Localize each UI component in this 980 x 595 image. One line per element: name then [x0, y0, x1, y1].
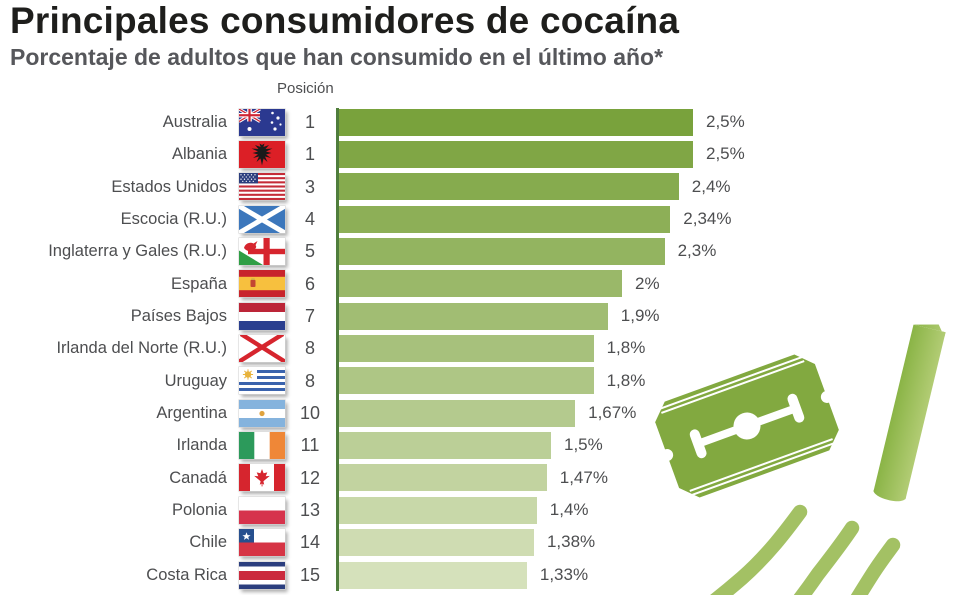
chart-row: Inglaterra y Gales (R.U.) 5 2,3%: [0, 235, 980, 267]
chart-row: Chile 14 1,38%: [0, 526, 980, 558]
chart-row: España 6 2%: [0, 268, 980, 300]
bar: [338, 432, 551, 460]
chart-row: Albania 1 2,5%: [0, 138, 980, 170]
chart-row: Países Bajos 7 1,9%: [0, 300, 980, 332]
country-label: España: [171, 274, 227, 293]
rank-label: 8: [304, 338, 315, 359]
flag-poland-icon: [239, 496, 285, 524]
chart-row: Irlanda 11 1,5%: [0, 429, 980, 461]
flag-netherlands-icon: [239, 302, 285, 330]
flag-ireland-icon: [239, 432, 285, 460]
rank-label: 15: [299, 564, 321, 585]
rank-label: 12: [299, 467, 321, 488]
flag-australia-icon: [239, 108, 285, 136]
rank-label: 5: [304, 241, 315, 262]
flag-usa-icon: [239, 173, 285, 201]
country-label: Polonia: [171, 501, 227, 520]
country-label: Chile: [189, 533, 227, 552]
bar: [338, 108, 693, 136]
value-label: 2,3%: [677, 241, 717, 261]
rank-label: 1: [304, 112, 315, 132]
value-label: 1,47%: [559, 467, 608, 487]
country-label: Inglaterra y Gales (R.U.): [48, 242, 227, 261]
chart-row: Irlanda del Norte (R.U.) 8 1,8%: [0, 332, 980, 364]
value-label: 2,34%: [683, 209, 732, 229]
country-label: Irlanda del Norte (R.U.): [56, 339, 227, 358]
bar: [338, 496, 537, 524]
value-label: 1,5%: [564, 435, 603, 455]
rank-label: 1: [304, 144, 315, 165]
chart-row: Canadá 12 1,47%: [0, 462, 980, 494]
bar: [338, 173, 679, 201]
value-label: 2,5%: [706, 112, 745, 131]
value-label: 1,4%: [549, 500, 589, 520]
bar: [338, 561, 527, 589]
rank-label: 8: [304, 370, 315, 391]
bar: [338, 335, 594, 363]
chart-row: Uruguay 8 1,8%: [0, 365, 980, 397]
flag-uruguay-icon: [239, 367, 285, 395]
value-label: 1,9%: [620, 306, 660, 326]
country-label: Escocia (R.U.): [120, 210, 227, 229]
flag-canada-icon: [239, 464, 285, 492]
page-title: Principales consumidores de cocaína: [10, 0, 680, 41]
value-label: 1,33%: [539, 564, 589, 584]
rank-label: 6: [304, 273, 315, 294]
value-label: 2,5%: [706, 144, 745, 164]
value-label: 1,67%: [588, 403, 637, 423]
country-label: Argentina: [156, 404, 227, 423]
value-label: 2%: [635, 273, 660, 293]
rank-label: 7: [304, 306, 315, 327]
page-subtitle: Porcentaje de adultos que han consumido …: [10, 44, 664, 70]
flag-argentina-icon: [239, 399, 285, 427]
rank-label: 3: [304, 176, 315, 197]
country-label: Canadá: [169, 468, 227, 487]
bar: [338, 464, 547, 492]
chart-row: Australia 1 2,5%: [0, 106, 980, 138]
country-label: Países Bajos: [130, 307, 227, 326]
bar: [338, 141, 693, 169]
chart-row: Estados Unidos 3 2,4%: [0, 171, 980, 203]
rank-label: 4: [304, 209, 315, 230]
chart-row: Argentina 10 1,67%: [0, 397, 980, 429]
value-label: 1,8%: [606, 338, 646, 358]
rank-label: 14: [299, 532, 321, 553]
bar: [338, 529, 534, 557]
bar: [338, 205, 671, 233]
value-label: 2,4%: [691, 176, 731, 196]
country-label: Irlanda: [176, 436, 227, 455]
flag-spain-icon: [239, 270, 285, 298]
flag-northern-ireland-icon: [239, 335, 285, 363]
rank-label: 10: [299, 403, 321, 424]
value-label: 1,38%: [546, 532, 596, 552]
value-label: 1,8%: [606, 370, 646, 390]
bar: [338, 399, 576, 427]
bar: [338, 238, 665, 266]
flag-scotland-icon: [239, 205, 285, 233]
country-label: Uruguay: [164, 371, 227, 390]
bar: [338, 302, 608, 330]
country-label: Albania: [171, 145, 227, 164]
country-label: Costa Rica: [146, 565, 227, 584]
rank-label: 13: [299, 500, 321, 521]
chart-row: Escocia (R.U.) 4 2,34%: [0, 203, 980, 235]
chart-row: Polonia 13 1,4%: [0, 494, 980, 526]
bar: [338, 367, 594, 395]
flag-albania-icon: [239, 141, 285, 169]
position-column-header: Posición: [277, 80, 334, 97]
country-label: Australia: [162, 113, 227, 131]
chart-axis-line: [336, 108, 339, 591]
flag-costa-rica-icon: [239, 561, 285, 589]
bar: [338, 270, 622, 298]
chart-row: Costa Rica 15 1,33%: [0, 559, 980, 591]
flag-england-wales-icon: [239, 238, 285, 266]
flag-chile-icon: [239, 529, 285, 557]
rank-label: 11: [300, 435, 320, 456]
country-label: Estados Unidos: [111, 177, 227, 196]
chart-rows: Australia 1 2,5% Albania 1 2,5% Estados …: [0, 106, 980, 591]
